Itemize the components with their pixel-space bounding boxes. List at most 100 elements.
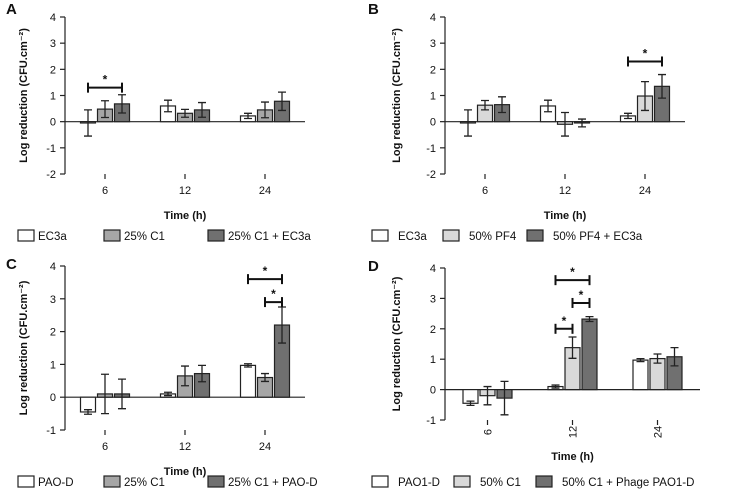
y-tick-label: 3 bbox=[430, 38, 436, 50]
x-tick-label: 24 bbox=[259, 185, 271, 197]
error-bar bbox=[624, 112, 632, 120]
legend-swatch bbox=[453, 475, 471, 488]
legend-label: 25% C1 bbox=[124, 231, 165, 243]
y-axis-title: Log reduction (CFU.cm⁻²) bbox=[18, 28, 30, 163]
x-tick-label: 24 bbox=[639, 185, 651, 197]
x-tick-label: 6 bbox=[482, 185, 488, 197]
legend-swatch bbox=[207, 229, 225, 242]
error-bar bbox=[466, 400, 475, 407]
error-bar bbox=[464, 109, 472, 137]
error-bar bbox=[101, 373, 109, 415]
error-bar bbox=[118, 378, 126, 410]
legend-label: 50% PF4 + EC3a bbox=[553, 231, 643, 243]
significance-star: * bbox=[271, 287, 276, 301]
significance-star: * bbox=[103, 73, 108, 87]
y-tick-label: 0 bbox=[430, 117, 436, 129]
panel-label: B bbox=[368, 1, 379, 18]
y-tick-label: 1 bbox=[50, 359, 56, 371]
y-tick-label: 2 bbox=[430, 64, 436, 76]
y-tick-label: 0 bbox=[50, 392, 56, 404]
legend-label: EC3a bbox=[398, 231, 427, 243]
y-tick-label: -1 bbox=[426, 143, 436, 155]
panel-label: C bbox=[6, 256, 17, 273]
error-bar bbox=[278, 91, 286, 112]
legend-swatch bbox=[371, 475, 389, 488]
error-bar bbox=[244, 112, 252, 120]
x-axis-title: Time (h) bbox=[164, 210, 207, 222]
error-bar bbox=[261, 101, 269, 119]
error-bar bbox=[578, 118, 586, 128]
y-tick-label: -1 bbox=[426, 415, 436, 427]
panel-label: A bbox=[6, 1, 17, 18]
error-bar bbox=[500, 380, 509, 416]
x-tick-label: 24 bbox=[259, 441, 271, 453]
legend-swatch bbox=[103, 229, 121, 242]
legend-swatch bbox=[535, 475, 553, 488]
legend-swatch bbox=[442, 229, 460, 242]
legend-label: 50% PF4 bbox=[469, 231, 517, 243]
y-tick-label: -1 bbox=[46, 425, 56, 437]
significance-star: * bbox=[643, 46, 648, 60]
x-tick-label: 6 bbox=[102, 441, 108, 453]
error-bar bbox=[198, 101, 206, 118]
y-tick-label: 2 bbox=[430, 324, 436, 336]
error-bar bbox=[561, 111, 569, 137]
y-axis-title: Log reduction (CFU.cm⁻²) bbox=[391, 276, 403, 411]
y-tick-label: 2 bbox=[50, 64, 56, 76]
bar bbox=[239, 364, 257, 398]
x-axis-title: Time (h) bbox=[164, 466, 207, 478]
legend-label: 25% C1 bbox=[124, 477, 165, 489]
legend-swatch bbox=[207, 475, 225, 488]
x-tick-label: 12 bbox=[179, 441, 191, 453]
error-bar bbox=[261, 372, 269, 383]
y-tick-label: 4 bbox=[50, 261, 56, 273]
y-axis-title: Log reduction (CFU.cm⁻²) bbox=[18, 280, 30, 415]
x-tick-label: 12 bbox=[568, 426, 580, 438]
legend-label: 50% C1 bbox=[480, 477, 521, 489]
y-tick-label: -2 bbox=[426, 169, 436, 181]
legend-label: PAO1-D bbox=[398, 477, 440, 489]
error-bar bbox=[101, 100, 109, 119]
y-axis-title: Log reduction (CFU.cm⁻²) bbox=[391, 28, 403, 163]
y-tick-label: 4 bbox=[430, 12, 436, 24]
error-bar bbox=[164, 391, 172, 397]
y-tick-label: -2 bbox=[46, 169, 56, 181]
error-bar bbox=[481, 99, 489, 111]
error-bar bbox=[544, 99, 552, 113]
legend-swatch bbox=[17, 229, 35, 242]
y-tick-label: 1 bbox=[50, 91, 56, 103]
y-tick-label: 3 bbox=[50, 38, 56, 50]
error-bar bbox=[568, 336, 577, 359]
error-bar bbox=[84, 409, 92, 415]
bar bbox=[632, 359, 649, 391]
error-bar bbox=[164, 99, 172, 113]
legend-label: 25% C1 + PAO-D bbox=[228, 477, 318, 489]
significance-star: * bbox=[562, 314, 567, 328]
y-tick-label: 2 bbox=[50, 327, 56, 339]
significance-star: * bbox=[570, 265, 575, 279]
x-axis-title: Time (h) bbox=[551, 451, 594, 463]
error-bar bbox=[118, 94, 126, 114]
legend-label: 50% C1 + Phage PAO1-D bbox=[562, 477, 694, 489]
legend-label: PAO-D bbox=[38, 477, 74, 489]
error-bar bbox=[181, 365, 189, 387]
error-bar bbox=[181, 108, 189, 118]
error-bar bbox=[198, 364, 206, 383]
legend-swatch bbox=[17, 475, 35, 488]
y-tick-label: 1 bbox=[430, 91, 436, 103]
error-bar bbox=[483, 385, 492, 406]
y-tick-label: 1 bbox=[430, 354, 436, 366]
y-tick-label: 4 bbox=[430, 263, 436, 275]
legend-swatch bbox=[371, 229, 389, 242]
bar bbox=[581, 318, 598, 391]
y-tick-label: 3 bbox=[50, 294, 56, 306]
error-bar bbox=[636, 357, 645, 363]
error-bar bbox=[658, 73, 666, 99]
significance-star: * bbox=[263, 264, 268, 278]
y-tick-label: -1 bbox=[46, 143, 56, 155]
x-tick-label: 12 bbox=[179, 185, 191, 197]
